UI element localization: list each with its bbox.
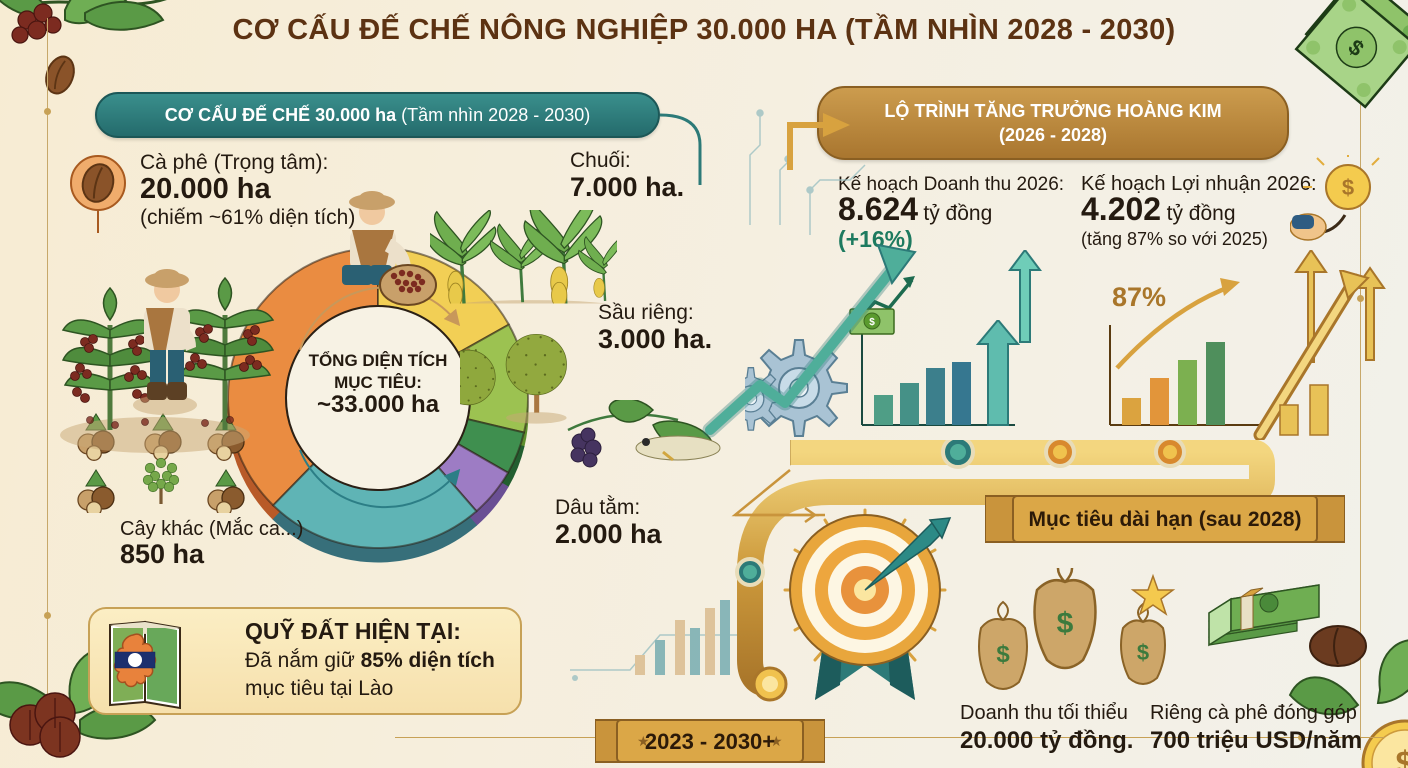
- svg-text:87%: 87%: [1112, 282, 1166, 312]
- svg-text:$: $: [1057, 607, 1074, 640]
- svg-text:$: $: [1137, 640, 1149, 665]
- svg-text:$: $: [1342, 175, 1354, 200]
- svg-text:Mục tiêu dài hạn (sau 2028): Mục tiêu dài hạn (sau 2028): [1028, 508, 1301, 531]
- svg-text:$: $: [996, 641, 1010, 668]
